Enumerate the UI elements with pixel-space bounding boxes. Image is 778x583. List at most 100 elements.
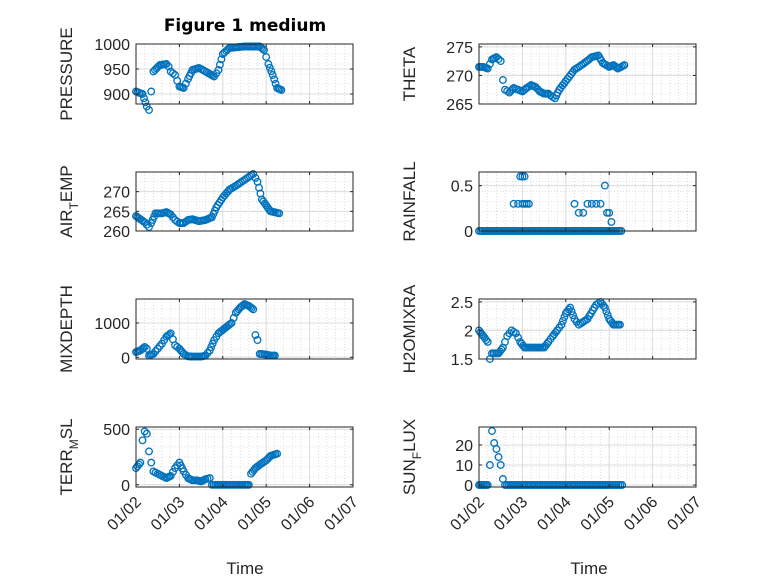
data-point <box>214 66 223 74</box>
data-point <box>145 223 153 232</box>
y-axis-label: TERRMSL <box>57 418 81 495</box>
data-point <box>485 461 494 469</box>
data-point <box>496 57 505 66</box>
data-point <box>483 481 492 489</box>
data-point <box>251 331 260 339</box>
data-point <box>179 84 188 92</box>
x-tick-label: 01/06 <box>278 494 318 534</box>
y-axis-label: THETA <box>400 46 419 101</box>
data-point <box>208 339 217 348</box>
data-point <box>264 60 273 68</box>
subplot-6: 1.5 2 2.5 H2OMIXRA <box>400 284 697 373</box>
data-point <box>142 429 151 438</box>
data-point <box>141 98 150 107</box>
x-axis-label-right: Time <box>570 559 607 578</box>
x-tick-label: 01/02 <box>447 494 487 534</box>
data-point <box>600 181 609 190</box>
axes-box <box>478 171 697 232</box>
y-tick-label: 270 <box>446 68 473 85</box>
data-point <box>215 60 224 69</box>
data-point <box>485 60 494 68</box>
data-point <box>566 303 575 312</box>
data-point <box>244 480 253 489</box>
y-tick-label: 1.5 <box>451 352 473 369</box>
data-point <box>587 199 596 208</box>
data-point <box>258 44 267 53</box>
data-point <box>181 79 190 88</box>
data-point <box>583 199 592 208</box>
y-tick-label: 20 <box>455 438 473 455</box>
y-tick-label: 275 <box>446 40 473 57</box>
axes-box <box>135 426 354 488</box>
data-point <box>147 87 156 96</box>
data-point <box>145 106 153 114</box>
data-point <box>494 453 503 461</box>
data-point <box>557 320 566 329</box>
y-tick-label: 265 <box>446 97 473 114</box>
subplot-3: 260 265 270 AIRTEMP <box>57 165 354 241</box>
y-tick-label: 10 <box>455 458 473 475</box>
data-point <box>520 172 529 181</box>
x-tick-label: 01/03 <box>491 494 531 534</box>
data-point <box>262 53 271 61</box>
x-tick-label: 01/05 <box>578 494 618 534</box>
data-point <box>514 333 523 342</box>
data-point <box>509 199 518 208</box>
x-tick-label: 01/05 <box>235 494 275 534</box>
data-point <box>508 85 517 94</box>
data-point <box>142 220 151 229</box>
data-point <box>277 86 286 94</box>
axes-box <box>478 426 697 488</box>
data-point <box>138 436 147 445</box>
data-point <box>275 209 284 218</box>
y-tick-label: 900 <box>103 87 130 104</box>
data-point <box>140 427 149 436</box>
y-axis-label: MIXDEPTH <box>57 285 76 373</box>
x-tick-label: 01/06 <box>621 494 661 534</box>
data-point <box>273 449 282 458</box>
data-point <box>600 303 609 312</box>
subplot-8: 0 10 20 SUNFLUX 01/02 01/03 01/04 01/05 01/06 01/… <box>400 419 705 534</box>
y-tick-label: 260 <box>103 224 130 241</box>
data-point <box>267 67 276 76</box>
axes-box <box>135 298 354 360</box>
data-point <box>558 316 567 325</box>
data-point <box>482 336 491 344</box>
subplot-1: 900 950 1000 PRESSURE <box>57 27 354 121</box>
data-point <box>574 208 583 217</box>
y-tick-label: 0 <box>121 478 130 495</box>
data-point <box>205 474 214 483</box>
data-point <box>162 60 171 68</box>
y-tick-label: 1000 <box>94 316 130 333</box>
y-tick-label: 0 <box>121 350 130 367</box>
y-axis-label: SUNFLUX <box>400 419 424 495</box>
data-point <box>268 71 277 79</box>
x-tick-label: 01/03 <box>148 494 188 534</box>
data-point <box>260 46 268 54</box>
y-axis-label: AIRTEMP <box>57 165 81 238</box>
data-point <box>140 94 148 103</box>
data-point <box>145 447 153 456</box>
data-point <box>168 468 177 476</box>
data-point <box>226 320 234 329</box>
data-point <box>249 305 258 314</box>
data-point <box>592 199 601 208</box>
data-point <box>516 172 525 181</box>
y-tick-label: 265 <box>103 204 130 221</box>
data-point <box>579 208 588 217</box>
data-point <box>522 199 531 208</box>
data-point <box>569 311 577 320</box>
data-point <box>136 458 145 467</box>
data-point <box>251 173 260 182</box>
data-point <box>524 199 533 208</box>
data-point <box>531 82 540 91</box>
data-point <box>253 336 262 345</box>
y-axis-label: PRESSURE <box>57 27 76 121</box>
y-tick-label: 0.5 <box>451 179 473 196</box>
data-point <box>605 208 614 217</box>
x-tick-label: 01/07 <box>664 494 704 534</box>
data-point <box>249 170 258 178</box>
x-tick-label: 01/04 <box>534 494 574 534</box>
